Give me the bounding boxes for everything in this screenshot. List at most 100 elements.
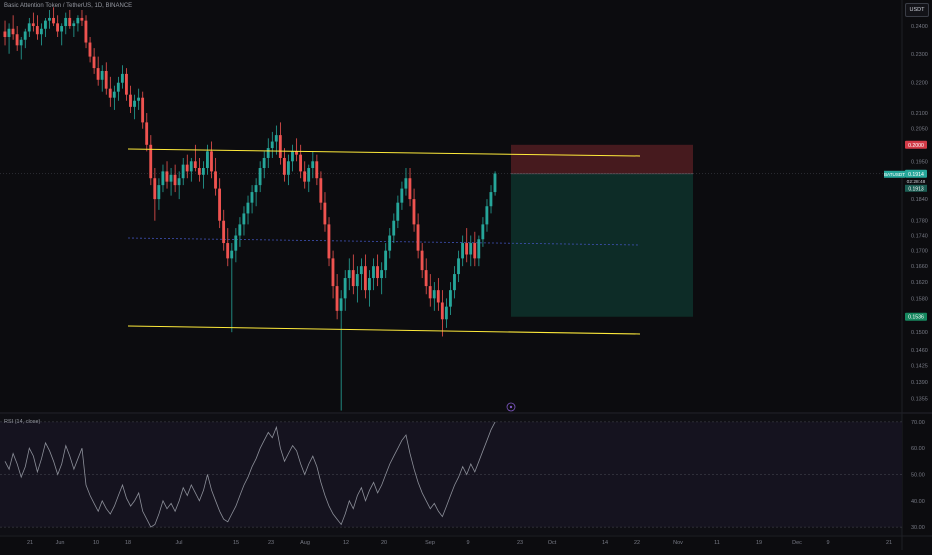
candle-body — [101, 71, 104, 80]
price-tick-label: 0.2200 — [911, 81, 928, 87]
time-tick-label: 21 — [27, 540, 33, 546]
candle-body — [93, 57, 96, 68]
price-tick-label: 0.1580 — [911, 296, 928, 302]
candle-body — [299, 155, 302, 172]
candle-body — [384, 251, 387, 270]
last-price-badge: 0.1914 — [908, 172, 924, 178]
candle-body — [186, 165, 189, 172]
price-tick-label: 0.2400 — [911, 24, 928, 30]
candle-body — [52, 18, 55, 23]
candle-body — [396, 203, 399, 221]
candle-body — [121, 74, 124, 83]
candle-body — [494, 173, 497, 192]
candle-body — [157, 185, 160, 199]
candle-body — [348, 270, 351, 278]
stop-loss-zone — [511, 145, 693, 174]
candle-body — [356, 274, 359, 286]
candle-body — [226, 243, 229, 258]
price-tick-label: 0.1740 — [911, 234, 928, 240]
candle-body — [145, 122, 148, 144]
time-tick-label: 9 — [466, 540, 469, 546]
time-tick-label: Dec — [792, 540, 802, 546]
candle-body — [425, 270, 428, 286]
candle-body — [174, 175, 177, 185]
candle-body — [238, 224, 241, 235]
candle-body — [490, 192, 493, 206]
currency-button[interactable]: USDT — [905, 3, 929, 17]
candle-body — [182, 165, 185, 179]
candle-body — [409, 178, 412, 199]
price-tick-label: 0.1500 — [911, 330, 928, 336]
candle-body — [133, 101, 136, 107]
time-tick-label: 9 — [826, 540, 829, 546]
candle-body — [60, 26, 63, 31]
rsi-band — [0, 422, 902, 527]
price-tick-label: 0.1355 — [911, 396, 928, 402]
candle-body — [283, 158, 286, 175]
candle-body — [141, 98, 144, 123]
countdown-label: 02:28:48 — [907, 179, 926, 185]
rsi-tick-label: 50.00 — [911, 473, 925, 479]
candle-body — [328, 224, 331, 258]
candle-body — [445, 307, 448, 320]
candle-body — [332, 258, 335, 286]
time-tick-label: 20 — [381, 540, 387, 546]
candle-body — [473, 243, 476, 258]
candle-body — [421, 251, 424, 270]
candle-body — [477, 239, 480, 258]
candle-body — [404, 178, 407, 188]
rsi-label: RSI (14, close) — [4, 419, 40, 425]
candle-body — [372, 266, 375, 278]
candle-body — [8, 29, 11, 37]
candle-body — [178, 178, 181, 185]
candle-body — [76, 18, 79, 23]
candle-body — [72, 23, 75, 26]
candle-body — [319, 178, 322, 202]
candle-body — [242, 213, 245, 224]
candle-body — [28, 23, 31, 31]
time-tick-label: Sep — [425, 540, 435, 546]
candle-body — [364, 266, 367, 290]
candle-body — [44, 21, 47, 29]
candle-body — [16, 34, 19, 45]
candle-body — [125, 74, 128, 95]
candle-body — [311, 161, 314, 168]
candle-body — [344, 278, 347, 298]
candle-body — [295, 151, 298, 154]
candle-body — [230, 251, 233, 259]
time-tick-label: 14 — [602, 540, 608, 546]
candle-body — [315, 161, 318, 178]
candle-body — [64, 18, 67, 26]
price-tick-label: 0.2100 — [911, 111, 928, 117]
rsi-tick-label: 70.00 — [911, 420, 925, 426]
stop-price-badge: 0.2000 — [908, 143, 924, 149]
price-tick-label: 0.1660 — [911, 264, 928, 270]
candle-body — [12, 29, 15, 34]
price-tick-label: 0.1700 — [911, 249, 928, 255]
candle-body — [287, 161, 290, 175]
time-tick-label: 22 — [634, 540, 640, 546]
candle-body — [263, 158, 266, 168]
candle-body — [469, 243, 472, 254]
candle-body — [105, 71, 108, 89]
candle-body — [259, 168, 262, 185]
candle-body — [113, 92, 116, 98]
rsi-tick-label: 60.00 — [911, 446, 925, 452]
candle-body — [247, 203, 250, 214]
candle-body — [32, 23, 35, 26]
candle-body — [48, 18, 51, 21]
time-tick-label: 23 — [268, 540, 274, 546]
candle-body — [461, 243, 464, 258]
candle-body — [56, 23, 59, 31]
candle-body — [109, 89, 112, 98]
price-tick-label: 0.1950 — [911, 159, 928, 165]
candle-body — [400, 189, 403, 203]
time-tick-label: 12 — [343, 540, 349, 546]
candle-body — [437, 290, 440, 302]
price-tick-label: 0.2050 — [911, 127, 928, 133]
candle-body — [267, 148, 270, 158]
candle-body — [380, 270, 383, 278]
price-tick-label: 0.1390 — [911, 380, 928, 386]
